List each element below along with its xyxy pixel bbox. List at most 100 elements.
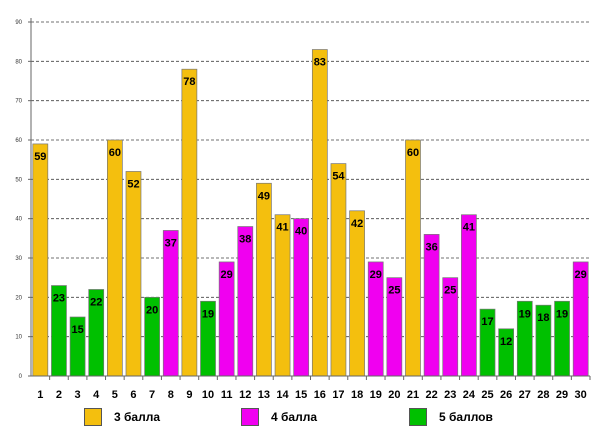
bar xyxy=(405,139,421,377)
bar-value-label: 25 xyxy=(388,285,400,297)
x-tick-label: 28 xyxy=(537,389,549,401)
y-tick-label: 60 xyxy=(15,138,22,144)
legend-swatch-3-balla xyxy=(84,408,102,426)
x-tick-label: 12 xyxy=(239,389,251,401)
bar xyxy=(423,234,440,377)
bars xyxy=(32,49,589,377)
x-tick-label: 17 xyxy=(332,389,344,401)
y-axis-ticks: 0 10 20 30 40 50 60 70 80 90 xyxy=(15,20,31,380)
legend-label-4-balla: 4 балла xyxy=(271,410,318,424)
x-axis-ticks: 1 2 3 4 5 6 7 8 9 10 11 12 13 14 15 16 17 18 19 20 21 22 23 24 2… xyxy=(37,376,591,401)
bar-value-label: 36 xyxy=(425,241,437,253)
x-tick-label: 16 xyxy=(314,389,326,401)
x-tick-label: 15 xyxy=(295,389,307,401)
bar-value-label: 18 xyxy=(537,312,549,324)
x-tick-label: 18 xyxy=(351,389,363,401)
x-tick-label: 20 xyxy=(388,389,400,401)
bar-value-label: 19 xyxy=(202,308,214,320)
y-tick-label: 70 xyxy=(15,99,22,105)
x-tick-label: 4 xyxy=(93,389,100,401)
bar xyxy=(32,143,49,377)
bar-value-label: 78 xyxy=(183,76,195,88)
x-tick-label: 1 xyxy=(37,389,43,401)
legend-item-4-balla: 4 балла xyxy=(241,406,317,428)
bar-value-label: 12 xyxy=(500,336,512,348)
bar xyxy=(349,210,365,377)
x-tick-label: 19 xyxy=(370,389,382,401)
bar xyxy=(274,214,291,377)
bar-value-label: 23 xyxy=(53,293,65,305)
x-tick-label: 13 xyxy=(258,389,270,401)
x-tick-label: 7 xyxy=(149,389,155,401)
bar xyxy=(256,182,272,377)
bar xyxy=(293,218,310,377)
bar xyxy=(237,226,254,377)
bar xyxy=(106,139,123,377)
bar xyxy=(181,68,198,377)
x-tick-label: 23 xyxy=(444,389,456,401)
bar-value-label: 25 xyxy=(444,285,456,297)
x-tick-label: 26 xyxy=(500,389,512,401)
x-tick-label: 2 xyxy=(56,389,62,401)
bar xyxy=(330,163,347,377)
legend-label-3-balla: 3 балла xyxy=(114,410,161,424)
bar-value-label: 37 xyxy=(165,237,177,249)
bar-value-label: 83 xyxy=(314,57,326,69)
x-tick-label: 25 xyxy=(481,389,493,401)
x-tick-label: 8 xyxy=(168,389,174,401)
x-tick-label: 9 xyxy=(186,389,192,401)
y-tick-label: 30 xyxy=(15,256,22,262)
legend-swatch-5-ballov xyxy=(409,408,427,426)
bar-value-label: 29 xyxy=(370,269,382,281)
x-tick-label: 27 xyxy=(519,389,531,401)
bar xyxy=(125,171,142,377)
x-tick-label: 24 xyxy=(463,389,476,401)
y-tick-label: 10 xyxy=(15,335,22,341)
bar xyxy=(162,230,179,377)
x-tick-label: 29 xyxy=(556,389,568,401)
bar-value-label: 19 xyxy=(519,308,531,320)
y-tick-label: 40 xyxy=(15,217,22,223)
bar-value-label: 38 xyxy=(239,234,251,246)
x-tick-label: 3 xyxy=(75,389,81,401)
bar xyxy=(461,214,477,377)
y-tick-label: 20 xyxy=(15,295,22,301)
legend-item-3-balla: 3 балла xyxy=(84,406,160,428)
x-tick-label: 6 xyxy=(130,389,136,401)
bar-value-label: 60 xyxy=(407,147,419,159)
bar-value-label: 19 xyxy=(556,308,568,320)
bar-value-label: 29 xyxy=(575,269,587,281)
bar-value-label: 15 xyxy=(71,324,83,336)
bar xyxy=(311,49,328,377)
bar-labels: 59 23 15 22 60 52 20 37 78 19 29 38 49 41 40 83 54 42 29 25… xyxy=(34,57,587,348)
legend-swatch-4-balla xyxy=(241,408,259,426)
x-tick-label: 10 xyxy=(202,389,214,401)
bar-value-label: 42 xyxy=(351,218,363,230)
bar-value-label: 49 xyxy=(258,190,270,202)
bar-value-label: 52 xyxy=(127,178,139,190)
bar-value-label: 41 xyxy=(463,222,475,234)
bar-value-label: 41 xyxy=(276,222,288,234)
bar-value-label: 60 xyxy=(109,147,121,159)
x-tick-label: 5 xyxy=(112,389,118,401)
y-tick-label: 90 xyxy=(15,20,22,26)
bar-value-label: 40 xyxy=(295,226,307,238)
y-tick-label: 0 xyxy=(19,374,23,380)
x-tick-label: 14 xyxy=(276,389,289,401)
x-tick-label: 11 xyxy=(221,389,233,401)
bar-value-label: 20 xyxy=(146,304,158,316)
x-tick-label: 21 xyxy=(407,389,419,401)
x-tick-label: 30 xyxy=(575,389,587,401)
bar-value-label: 59 xyxy=(34,151,46,163)
legend-item-5-ballov: 5 баллов xyxy=(409,406,493,428)
gridlines xyxy=(31,21,590,338)
legend-label-5-ballov: 5 баллов xyxy=(439,410,493,424)
y-tick-label: 50 xyxy=(15,177,22,183)
bar-value-label: 22 xyxy=(90,296,102,308)
y-tick-label: 80 xyxy=(15,59,22,65)
bar-value-label: 29 xyxy=(221,269,233,281)
x-tick-label: 22 xyxy=(425,389,437,401)
bar-value-label: 54 xyxy=(332,171,345,183)
bar-value-label: 17 xyxy=(481,316,493,328)
